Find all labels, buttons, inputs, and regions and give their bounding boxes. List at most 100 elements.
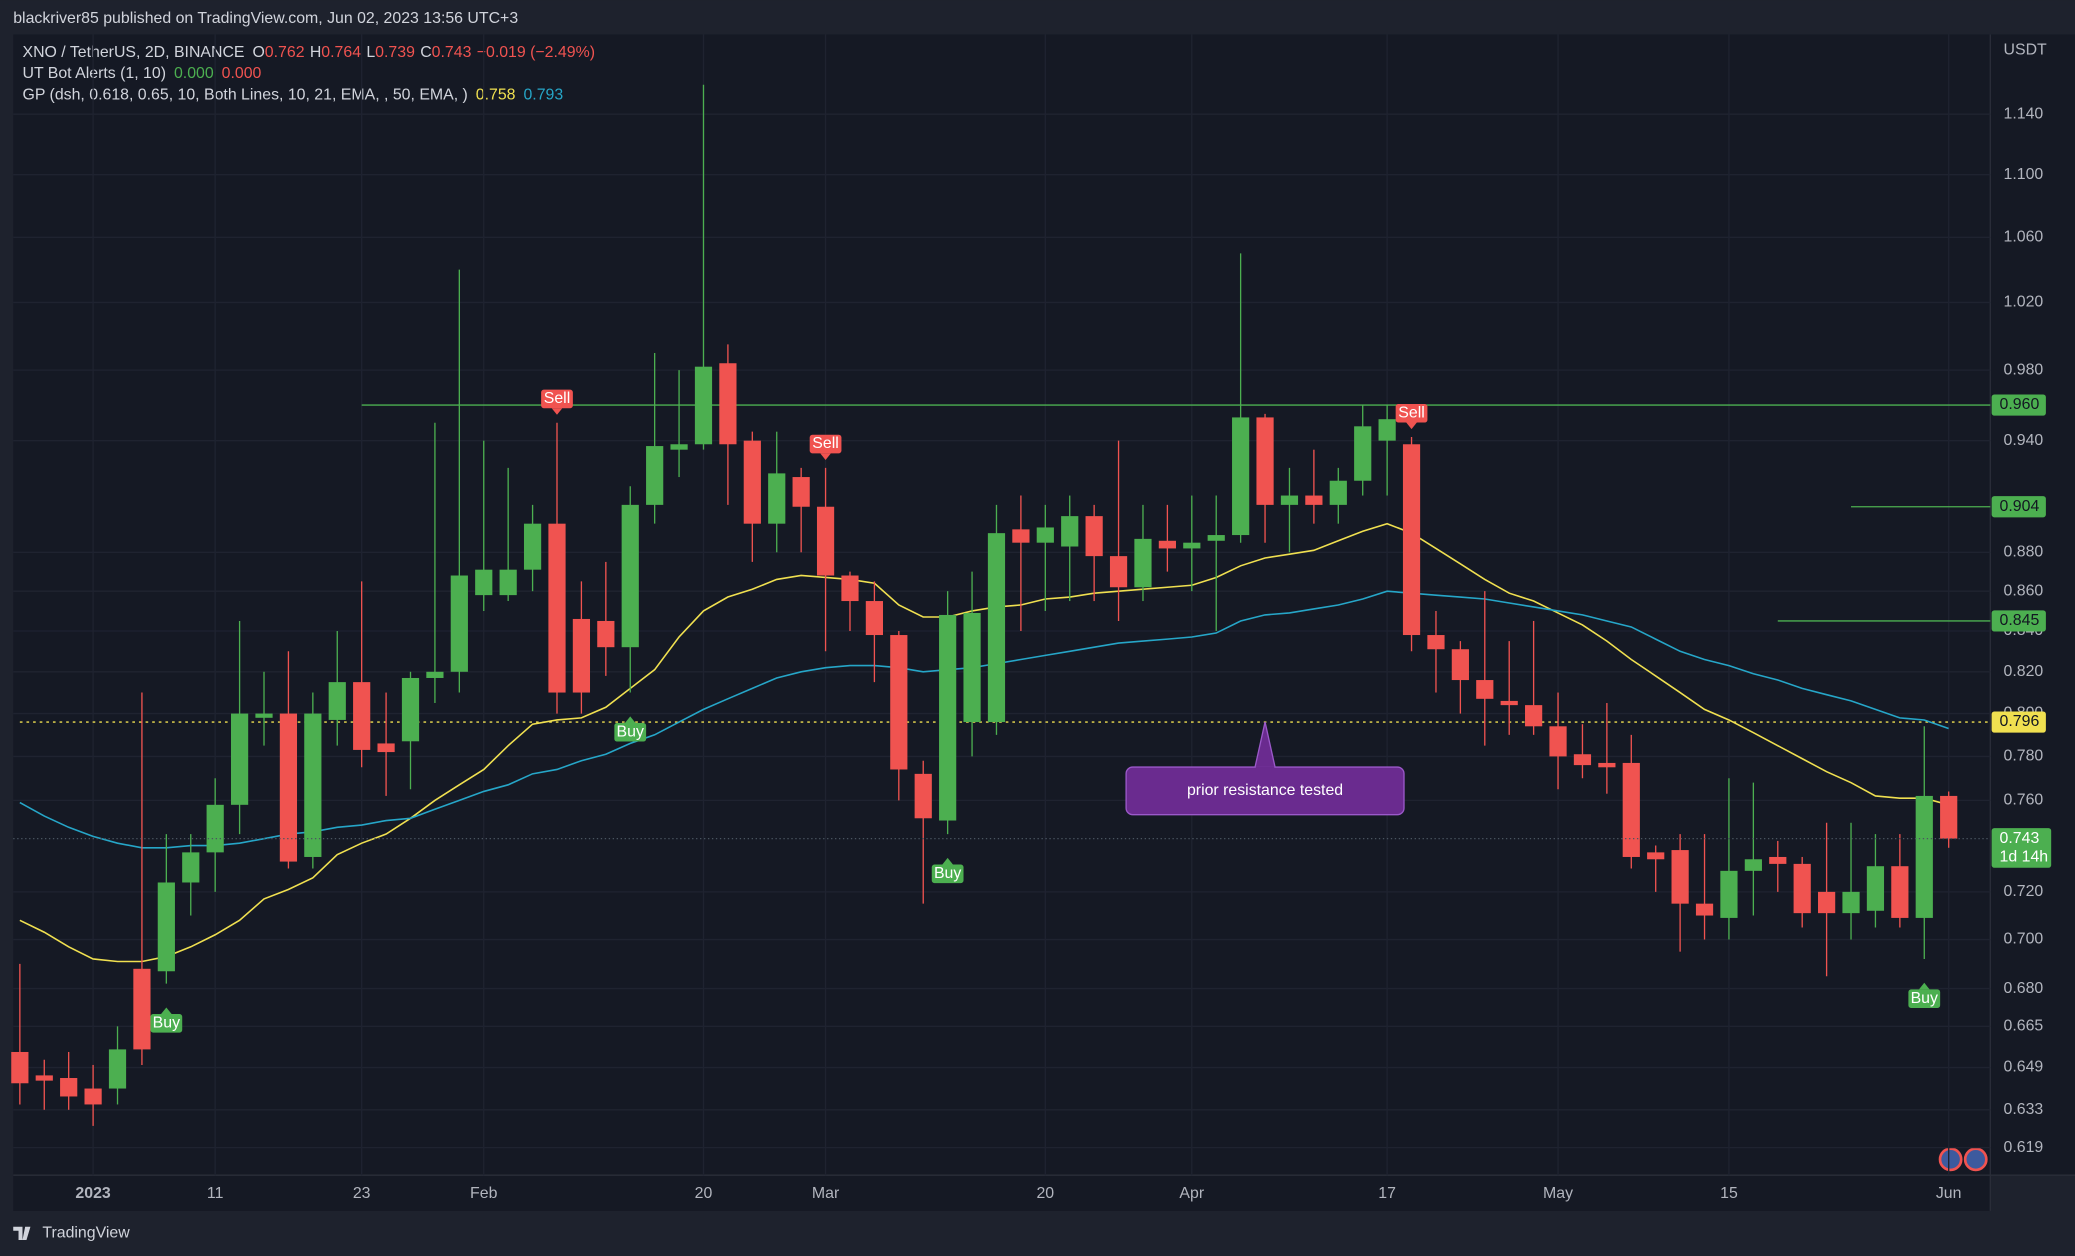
signal-label: Buy [1911, 990, 1938, 1007]
candle-body [328, 682, 346, 720]
signal-pointer [624, 716, 636, 723]
legend-item: XNO / TetherUS, 2D, BINANCE [22, 44, 244, 61]
brand-logo [13, 1226, 31, 1241]
candle-body [60, 1078, 78, 1097]
candle-body [523, 523, 542, 570]
y-tick-label: 0.860 [2004, 582, 2044, 599]
candle-body [1500, 700, 1518, 706]
y-tick-label: 0.780 [2004, 748, 2044, 765]
candle-body [1256, 417, 1274, 505]
candle-body [694, 366, 713, 445]
y-tick-label: 1.140 [2004, 105, 2044, 122]
candle-body [1525, 705, 1543, 727]
time-axis-background [13, 1175, 1991, 1211]
candle-body [1354, 426, 1372, 481]
legend-item: 0.743 [432, 44, 472, 61]
candle-body [475, 569, 493, 596]
candle-body [1598, 762, 1616, 768]
price-label: 0.796 [2000, 713, 2040, 730]
y-tick-label: 0.700 [2004, 931, 2044, 948]
x-tick-label: 20 [695, 1185, 713, 1202]
signal-pointer [551, 408, 563, 415]
candle-body [1915, 795, 1933, 918]
candle-body [84, 1088, 102, 1105]
candle-body [1549, 726, 1567, 757]
candle-body [304, 713, 322, 857]
price-label: 0.960 [2000, 396, 2040, 413]
candle-body [499, 569, 517, 596]
candle-body [1647, 852, 1665, 860]
moving-average-line [19, 522, 1949, 963]
candle-body [963, 612, 981, 723]
candle-body [1085, 516, 1103, 557]
moving-average-line [19, 590, 1949, 849]
signal-box [1908, 989, 1941, 1008]
candle-body [1720, 870, 1738, 918]
legend-item: 0.739 [375, 44, 415, 61]
candle-body [1427, 635, 1445, 650]
candle-body [768, 473, 786, 524]
publisher: blackriver85 published on TradingView.co… [13, 10, 518, 27]
x-tick-label: Feb [470, 1185, 498, 1202]
candle-body [1818, 891, 1836, 914]
y-tick-label: 0.820 [2004, 663, 2044, 680]
current-price-box [1991, 828, 2052, 868]
candle-body [670, 444, 688, 450]
candle-body [353, 682, 371, 750]
annotation-text: prior resistance tested [1187, 782, 1343, 799]
y-tick-label: 0.880 [2004, 543, 2044, 560]
signal-label: Sell [812, 435, 838, 452]
price-axis-background [1990, 34, 2075, 1176]
brand: TradingView [13, 1225, 130, 1242]
y-tick-label: 0.649 [2004, 1059, 2044, 1076]
legend: XNO / TetherUS, 2D, BINANCE O0.762 H0.764 L… [22, 44, 594, 103]
candle-body [1183, 542, 1201, 549]
candle-body [35, 1075, 53, 1081]
candle-body [865, 601, 883, 636]
legend-row: GP (dsh, 0.618, 0.65, 10, Both Lines, 10… [22, 87, 563, 104]
x-tick-label: May [1543, 1185, 1573, 1202]
price-label-box [1991, 610, 2046, 632]
legend-item: 0.758 [476, 87, 516, 104]
candle-body [1061, 516, 1079, 547]
candle-body [646, 446, 664, 505]
y-tick-label: 0.940 [2004, 432, 2044, 449]
x-tick-label: 2023 [75, 1185, 110, 1202]
x-tick-label: Apr [1179, 1185, 1204, 1202]
legend-row: UT Bot Alerts (1, 10) 0.000 0.000 [22, 65, 261, 82]
candle-body [841, 575, 859, 602]
signal-box [809, 434, 842, 454]
candle-body [914, 773, 932, 819]
candle-body [133, 968, 151, 1050]
event-icon [1963, 1147, 1988, 1172]
legend-item: C [420, 44, 431, 61]
x-tick-label: 20 [1036, 1185, 1054, 1202]
candle-body [1158, 540, 1176, 549]
legend-item: UT Bot Alerts (1, 10) [22, 65, 166, 82]
candle-body [816, 506, 835, 576]
candle-body [1305, 495, 1323, 505]
candle-body [792, 477, 810, 507]
y-tick-label: 0.680 [2004, 980, 2044, 997]
legend-item: 0.000 [222, 65, 262, 82]
candle-body [621, 504, 639, 648]
candle-body [1232, 417, 1250, 536]
candle-body [450, 575, 468, 672]
legend-item: 0.762 [265, 44, 305, 61]
signal-pointer [161, 1007, 172, 1015]
candle-body [1671, 850, 1689, 904]
legend-row: XNO / TetherUS, 2D, BINANCE O0.762 H0.764 L… [22, 44, 594, 61]
candle-body [1012, 529, 1030, 543]
candle-body [1866, 866, 1885, 911]
y-tick-label: 0.720 [2004, 883, 2044, 900]
signal-label: Buy [153, 1015, 180, 1032]
axis-unit: USDT [2004, 42, 2048, 59]
y-tick-label: 1.020 [2004, 294, 2044, 311]
candle-body [1280, 495, 1299, 505]
candle-body [1378, 419, 1396, 441]
legend-item: GP (dsh, 0.618, 0.65, 10, Both Lines, 10… [22, 87, 467, 104]
x-tick-label: Mar [812, 1185, 840, 1202]
price-label: 0.845 [2000, 612, 2040, 629]
candle-body [401, 677, 420, 742]
